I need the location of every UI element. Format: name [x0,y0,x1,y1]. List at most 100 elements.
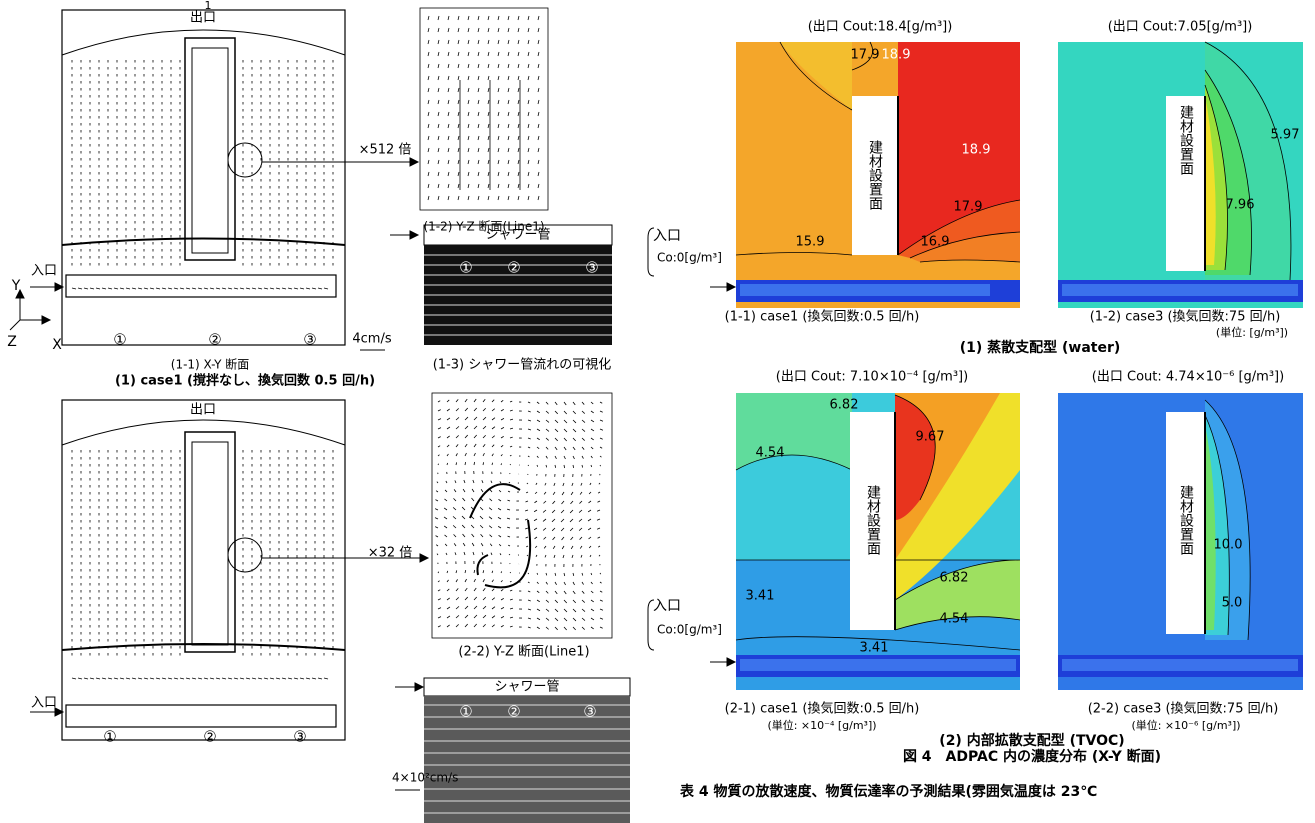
vector [501,625,504,627]
vector [492,625,495,627]
vector [312,288,316,289]
vector [222,288,226,289]
vector [555,411,558,414]
vector [528,447,530,448]
vector [571,537,573,540]
vector [543,510,546,512]
vector [508,136,509,140]
vector [590,555,591,557]
vector [465,426,468,429]
vector [600,465,601,466]
vector [518,148,519,152]
vector [528,28,529,32]
vector [500,553,501,555]
vector [597,528,600,529]
vector [438,626,441,627]
vector [132,678,136,679]
vector [580,492,582,495]
vector [555,429,558,432]
vector [162,288,166,289]
label: (1-1) case1 (換気回数:0.5 回/h) [725,309,920,325]
vector [501,400,503,402]
vector [582,573,583,576]
vector [84,678,88,679]
vector [428,88,429,92]
vector [589,546,591,548]
vector [582,600,585,603]
vector [438,184,439,188]
vector [448,172,449,176]
vector [96,288,100,289]
vector [468,52,469,56]
vector [90,678,94,679]
vector [600,582,602,583]
vector [518,40,519,44]
vector [537,465,538,467]
vector [483,444,485,447]
vector [580,546,582,549]
vector [526,537,528,538]
vector [447,616,450,618]
vector [114,678,118,679]
vector [563,555,564,558]
vector [488,172,489,176]
vector [537,402,539,404]
vector [518,76,519,80]
vector [108,678,112,679]
vector-field [72,16,603,679]
vector [282,288,286,289]
label: ③ [293,728,306,746]
vector [600,429,603,430]
vector [528,420,531,421]
vector [453,507,456,510]
vector [472,543,474,546]
vector [501,418,504,420]
label: 入口 [31,696,57,711]
vector [528,52,529,56]
vector [438,16,439,20]
vector [458,52,459,56]
vector [552,528,555,531]
vector [168,678,172,679]
vector [447,580,449,582]
vector [510,581,512,582]
vector [600,447,602,448]
vector [453,498,456,501]
vector [528,438,531,439]
vector [555,402,557,405]
vector [498,124,499,128]
vector [507,500,510,501]
vector [228,678,232,679]
vector [436,545,438,546]
vector [582,618,585,621]
label: 入口 [653,598,681,614]
vector [456,426,459,429]
vector [499,490,501,492]
vector [468,76,469,80]
vector [528,88,529,92]
vector [465,579,467,582]
vector [555,456,556,459]
vector [498,526,501,528]
vector [528,40,529,44]
vector [491,553,492,555]
vector [447,625,450,627]
vector [543,528,546,530]
vector [300,678,304,679]
vector [564,627,567,630]
vector [483,399,485,402]
vector [546,411,549,413]
vector [498,148,499,152]
vector [510,608,513,609]
vector [589,492,591,494]
vector [480,507,483,510]
vector [458,196,459,200]
vector [538,64,539,68]
vector [510,419,513,420]
vector [448,28,449,32]
vector [294,288,298,289]
label: ① [459,703,472,721]
label: (1) case1 (撹拌なし、換気回数 0.5 回/h) [115,373,375,389]
vector [438,196,439,200]
vector [588,519,591,521]
